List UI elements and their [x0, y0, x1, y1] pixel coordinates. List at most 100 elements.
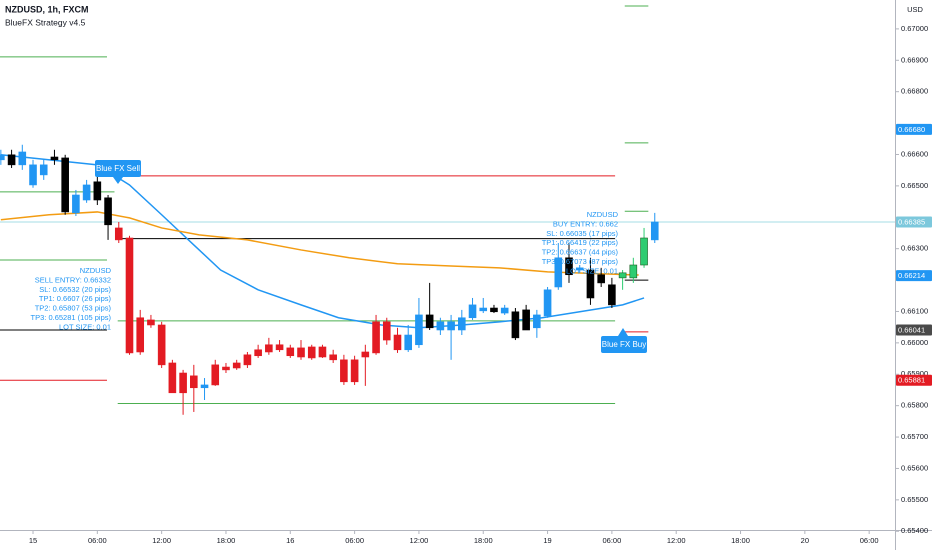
candle-body — [275, 344, 284, 351]
candle-body — [554, 257, 563, 288]
candle-body — [61, 157, 69, 213]
candle-body — [318, 346, 327, 358]
sell-info: NZDUSD — [80, 266, 112, 275]
x-tick-label: 06:00 — [860, 536, 879, 545]
price-label: 0.66041 — [898, 325, 925, 334]
candle-body — [447, 321, 455, 331]
candle-body — [490, 307, 498, 313]
y-tick-label: 0.65900 — [901, 369, 928, 378]
candle-body — [104, 197, 112, 226]
candle-body — [0, 154, 5, 161]
candle-body — [157, 324, 166, 366]
price-label: 0.66385 — [898, 217, 925, 226]
candle-body — [618, 272, 627, 279]
y-tick-label: 0.65600 — [901, 463, 928, 472]
price-label-box — [896, 374, 932, 386]
x-tick-label: 06:00 — [88, 536, 107, 545]
sell-info: LOT SIZE: 0.01 — [59, 322, 111, 331]
price-label-box — [896, 216, 932, 228]
candle-body — [136, 317, 145, 353]
candle-body — [404, 334, 413, 351]
x-tick-label: 18:00 — [217, 536, 236, 545]
y-tick-label: 0.65700 — [901, 432, 928, 441]
candle-body — [39, 164, 48, 176]
buy-info: TP1: 0.66419 (22 pips) — [542, 238, 619, 247]
candle-body — [50, 156, 59, 161]
candle-body — [72, 194, 80, 214]
x-tick-label: 12:00 — [667, 536, 686, 545]
candle-body — [382, 321, 391, 341]
sell-info: SL: 0.66532 (20 pips) — [39, 285, 111, 294]
buy-info: NZDUSD — [587, 210, 619, 219]
y-tick-label: 0.67000 — [901, 24, 928, 33]
x-tick-label: 12:00 — [410, 536, 429, 545]
buy-info: LOT SIZE: 0.01 — [566, 266, 618, 275]
x-tick-label: 06:00 — [602, 536, 621, 545]
candle-body — [340, 359, 348, 383]
price-label: 0.66214 — [898, 271, 925, 280]
x-tick-label: 15 — [29, 536, 37, 545]
buy-info: TP2: 0.66637 (44 pips) — [542, 248, 619, 257]
x-tick-label: 06:00 — [345, 536, 364, 545]
y-tick-label: 0.65500 — [901, 495, 928, 504]
y-tick-label: 0.66100 — [901, 306, 928, 315]
candle-body — [372, 321, 380, 354]
buy-info: SL: 0.66035 (17 pips) — [546, 229, 618, 238]
sell-info: TP3: 0.65281 (105 pips) — [31, 313, 112, 322]
candle-body — [565, 257, 573, 276]
candle-body — [511, 311, 520, 339]
buy-info: TP3: 0.67073 (87 pips) — [542, 257, 619, 266]
chart-subtitle: BlueFX Strategy v4.5 — [5, 17, 86, 27]
y-tick-label: 0.66300 — [901, 244, 928, 253]
candle-body — [393, 334, 402, 351]
price-label-box — [896, 324, 932, 336]
candle-body — [458, 317, 466, 331]
candle-body — [18, 151, 27, 166]
price-label: 0.66680 — [898, 125, 925, 134]
y-tick-label: 0.66800 — [901, 87, 928, 96]
candle-body — [640, 237, 648, 266]
price-label: 0.65881 — [898, 376, 925, 385]
price-label-box — [896, 123, 932, 135]
candle-body — [436, 321, 445, 331]
candle-body — [286, 347, 295, 357]
candle-body — [575, 267, 584, 271]
currency-label: USD — [907, 5, 923, 14]
moving-average — [0, 154, 645, 329]
signal-pointer — [618, 328, 628, 336]
candle-body — [629, 264, 638, 279]
candle-body — [125, 237, 134, 354]
candle-body — [522, 309, 530, 331]
signal-pointer — [113, 177, 123, 184]
candle-body — [93, 181, 102, 201]
candle-body — [479, 307, 488, 312]
x-tick-label: 16 — [286, 536, 294, 545]
sell-info: TP2: 0.65807 (53 pips) — [35, 304, 112, 313]
candle-body — [361, 351, 370, 358]
candle-body — [147, 319, 155, 326]
x-tick-label: 12:00 — [152, 536, 171, 545]
y-tick-label: 0.66000 — [901, 338, 928, 347]
candle-body — [533, 314, 541, 329]
candle-body — [650, 221, 659, 241]
y-tick-label: 0.66900 — [901, 55, 928, 64]
y-tick-label: 0.66600 — [901, 149, 928, 158]
sell-info: TP1: 0.6607 (26 pips) — [39, 294, 112, 303]
candle-body — [168, 362, 177, 394]
candle-body — [350, 359, 359, 383]
candle-body — [307, 346, 316, 359]
signal-label: Blue FX Buy — [602, 340, 646, 349]
x-tick-label: 18:00 — [474, 536, 493, 545]
plot-area — [0, 5, 895, 415]
y-tick-label: 0.65800 — [901, 401, 928, 410]
candle-body — [254, 349, 262, 357]
candle-body — [265, 344, 273, 353]
candle-body — [222, 366, 230, 371]
y-tick-label: 0.66500 — [901, 181, 928, 190]
candle-body — [232, 362, 241, 369]
candle-body — [190, 375, 198, 389]
candle-body — [179, 372, 187, 394]
candle-body — [543, 289, 552, 317]
signal-label: Blue FX Sell — [96, 164, 140, 173]
